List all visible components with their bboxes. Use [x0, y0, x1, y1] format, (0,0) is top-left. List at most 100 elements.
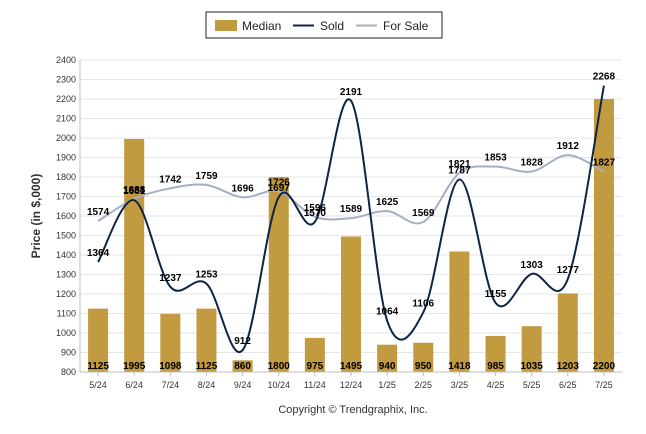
x-tick-label: 6/25	[559, 380, 577, 390]
x-tick-label: 9/24	[234, 380, 252, 390]
sold-value-label: 1155	[485, 289, 507, 300]
for-sale-value-label: 1569	[412, 208, 435, 219]
legend[interactable]: Median Sold For Sale	[205, 11, 443, 39]
data-labels: 1125 1995 1098 1125 860 1800 975 1495 940 950 1418…	[87, 72, 616, 372]
legend-median-label: Median	[242, 19, 281, 33]
median-value-label: 1035	[521, 361, 544, 372]
median-bar	[341, 236, 361, 372]
for-sale-value-label: 1828	[521, 158, 544, 169]
x-tick-label: 5/25	[523, 380, 541, 390]
y-tick-label: 1700	[56, 192, 76, 202]
copyright: Copyright © Trendgraphix, Inc.	[278, 404, 427, 416]
median-value-label: 2200	[593, 361, 616, 372]
sold-value-label: 2191	[340, 87, 363, 98]
legend-median-swatch	[215, 20, 237, 31]
x-tick-label: 5/24	[89, 380, 107, 390]
x-tick-label: 10/24	[267, 380, 290, 390]
sold-value-label: 1253	[195, 270, 218, 281]
median-value-label: 1418	[448, 361, 471, 372]
for-sale-value-label: 1688	[123, 185, 146, 196]
median-value-label: 1495	[340, 361, 363, 372]
median-value-label: 860	[234, 361, 251, 372]
median-value-label: 975	[307, 361, 324, 372]
x-tick-label: 11/24	[304, 380, 326, 390]
y-tick-label: 1400	[56, 250, 76, 260]
x-tick-label: 2/25	[415, 380, 433, 390]
x-tick-label: 12/24	[340, 380, 363, 390]
for-sale-value-label: 1912	[557, 141, 580, 152]
median-bar	[124, 138, 145, 372]
y-tick-label: 900	[61, 348, 76, 358]
median-bar	[485, 335, 506, 372]
for-sale-value-label: 1625	[376, 197, 399, 208]
median-bar	[521, 326, 542, 372]
y-tick-label: 1500	[56, 231, 76, 241]
sold-value-label: 1064	[376, 307, 399, 318]
median-bars	[88, 99, 614, 372]
y-tick-label: 1800	[56, 172, 76, 182]
for-sale-value-label: 1759	[195, 171, 218, 182]
median-bar	[557, 293, 578, 372]
sold-value-label: 1237	[159, 273, 182, 284]
median-bar	[377, 344, 398, 372]
median-value-label: 1125	[87, 361, 109, 372]
median-bar	[304, 337, 325, 372]
sold-value-label: 1697	[268, 183, 291, 194]
median-bar	[160, 313, 181, 372]
median-value-label: 1203	[557, 361, 580, 372]
sold-value-label: 912	[234, 336, 251, 347]
axes: 800 900 1000 1100 1200 1300 1400 1500 1600 1700 18…	[56, 55, 622, 390]
for-sale-value-label: 1821	[448, 159, 471, 170]
for-sale-value-label: 1596	[304, 203, 327, 214]
median-bar	[413, 342, 434, 372]
sold-value-label: 1681	[123, 186, 146, 197]
sold-value-label: 1787	[448, 166, 471, 177]
y-tick-label: 1900	[56, 153, 76, 163]
y-tick-label: 1100	[57, 309, 76, 319]
legend-sold-label: Sold	[320, 19, 344, 33]
x-tick-label: 8/24	[198, 380, 216, 390]
for-sale-value-label: 1574	[87, 207, 110, 218]
for-sale-value-label: 1726	[268, 177, 291, 188]
legend-for-sale-label: For Sale	[383, 19, 429, 33]
y-tick-label: 2300	[56, 75, 76, 85]
x-tick-label: 7/25	[595, 380, 613, 390]
median-value-label: 1125	[196, 361, 218, 372]
y-axis-label: Price (in $,000)	[29, 174, 43, 259]
x-tick-label: 7/24	[162, 380, 180, 390]
median-value-label: 1098	[159, 361, 182, 372]
lines	[97, 85, 605, 354]
median-bar	[232, 360, 253, 372]
median-bar	[88, 308, 109, 372]
sold-value-label: 1364	[87, 248, 110, 259]
sold-value-label: 1106	[412, 298, 434, 309]
y-tick-label: 1200	[56, 289, 76, 299]
y-tick-label: 800	[61, 367, 76, 377]
y-tick-label: 2200	[56, 94, 76, 104]
x-tick-label: 3/25	[451, 380, 469, 390]
median-value-label: 985	[487, 361, 504, 372]
median-value-label: 940	[379, 361, 396, 372]
sold-value-label: 2268	[593, 72, 616, 83]
sold-value-label: 1277	[557, 265, 580, 276]
for-sale-value-label: 1827	[593, 158, 616, 169]
for-sale-value-label: 1589	[340, 204, 363, 215]
y-tick-label: 2400	[56, 55, 76, 65]
y-tick-label: 1600	[56, 211, 76, 221]
y-tick-label: 2000	[56, 133, 76, 143]
sold-value-label: 1303	[521, 260, 544, 271]
for-sale-value-label: 1742	[159, 174, 182, 185]
median-value-label: 950	[415, 361, 432, 372]
median-bar	[196, 308, 217, 372]
median-bar	[449, 251, 470, 372]
for-sale-line	[97, 154, 605, 225]
x-tick-label: 6/24	[125, 380, 143, 390]
y-tick-label: 1300	[56, 270, 76, 280]
median-bar	[268, 177, 289, 372]
for-sale-value-label: 1696	[231, 183, 254, 194]
y-tick-label: 1000	[56, 328, 76, 338]
sold-value-label: 1570	[304, 208, 327, 219]
sold-line	[97, 85, 605, 354]
